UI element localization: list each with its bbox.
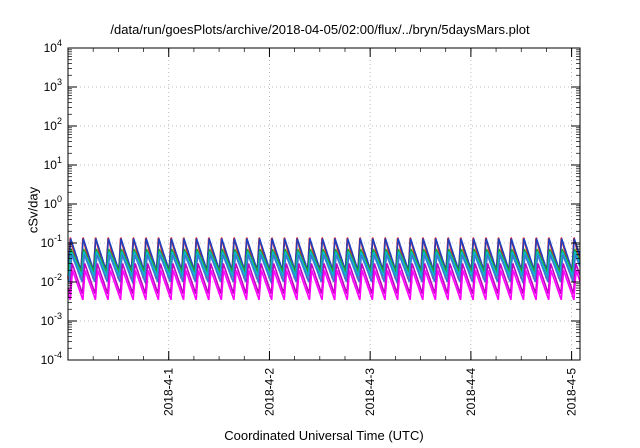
y-tick-label: 104	[44, 38, 62, 55]
y-tick-label: 10-2	[41, 272, 62, 289]
x-tick-label: 2018-4-4	[464, 368, 478, 416]
series-line	[67, 263, 581, 295]
series-group	[67, 236, 581, 301]
ticks: 10-4 10-3 10-2 10-1 100 101 102 103 104 2018-4-1 2…	[41, 38, 580, 416]
chart-title: /data/run/goesPlots/archive/2018-04-05/0…	[110, 22, 530, 37]
series-line	[67, 254, 581, 285]
y-tick-label: 102	[44, 116, 62, 133]
series-line	[67, 251, 581, 280]
series-line	[67, 269, 581, 301]
y-tick-label: 10-1	[41, 233, 62, 250]
x-tick-label: 2018-4-5	[565, 368, 579, 416]
y-tick-label: 10-4	[41, 350, 62, 367]
x-tick-label: 2018-4-3	[363, 368, 377, 416]
y-tick-label: 103	[44, 77, 62, 94]
y-tick-label: 101	[44, 155, 62, 172]
grid	[68, 48, 580, 360]
x-tick-label: 2018-4-1	[162, 368, 176, 416]
x-axis-label: Coordinated Universal Time (UTC)	[224, 428, 424, 443]
y-tick-label: 100	[44, 194, 62, 211]
x-tick-label: 2018-4-2	[262, 368, 276, 416]
series-line	[67, 238, 581, 271]
y-tick-label: 10-3	[41, 311, 62, 328]
